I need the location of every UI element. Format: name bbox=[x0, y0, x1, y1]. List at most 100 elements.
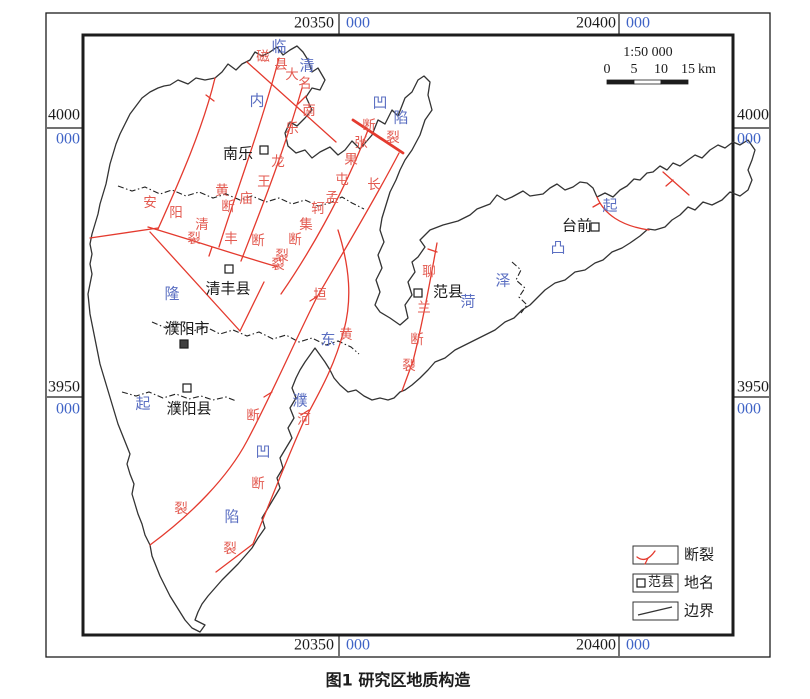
fault-char-duan-3: 断 bbox=[251, 233, 265, 248]
grid-top-20350-000: 000 bbox=[346, 15, 370, 32]
region-char-xian-1: 陷 bbox=[393, 109, 408, 126]
place-name: 清丰县 bbox=[205, 280, 250, 297]
fault-char-lie-6: 裂 bbox=[174, 501, 188, 516]
fault-char-nan: 南 bbox=[302, 103, 316, 118]
scale-tick-15: 15 bbox=[681, 62, 695, 77]
outer-frame bbox=[45, 12, 771, 658]
legend-boundary-symbol bbox=[637, 606, 673, 616]
fault-char-yuan: 垣 bbox=[313, 287, 327, 302]
fault-char-duan-7: 断 bbox=[410, 332, 424, 347]
place-square bbox=[413, 288, 423, 298]
place-name: 台前 bbox=[562, 217, 592, 234]
place-name: 范县 bbox=[433, 283, 463, 300]
fault-char-huang-2: 黄 bbox=[339, 327, 353, 342]
fault-line-zhangguotun-mengkeji bbox=[280, 129, 369, 295]
scale-tick-0: 0 bbox=[604, 62, 611, 77]
grid-left-3950-000: 000 bbox=[56, 401, 80, 418]
region-char-he: 菏 bbox=[460, 293, 475, 310]
fault-char-long: 龙 bbox=[271, 154, 285, 169]
region-char-long: 隆 bbox=[164, 285, 179, 302]
fault-char-duan-2: 断 bbox=[221, 199, 235, 214]
fault-char-an: 安 bbox=[143, 195, 157, 210]
fault-char-lie-1: 裂 bbox=[386, 130, 400, 145]
legend-fault-box bbox=[632, 545, 679, 565]
fault-char-meng: 孟 bbox=[325, 190, 339, 205]
scale-bar bbox=[606, 79, 689, 85]
fault-char-chang: 长 bbox=[367, 177, 381, 192]
fault-char-lan: 兰 bbox=[417, 300, 431, 315]
fault-line-cixian-daming bbox=[246, 61, 337, 143]
place-name: 濮阳县 bbox=[166, 400, 211, 417]
region-char-lin: 临 bbox=[271, 38, 286, 55]
region-char-ze: 泽 bbox=[495, 272, 510, 289]
grid-bottom-20400: 20400 bbox=[576, 637, 616, 654]
grid-left-4000-000: 000 bbox=[56, 131, 80, 148]
place-square bbox=[182, 383, 192, 393]
region-char-dong: 东 bbox=[320, 331, 335, 348]
region-char-ao-1: 凹 bbox=[372, 95, 387, 111]
fault-char-guo: 果 bbox=[344, 152, 358, 167]
fault-char-qing: 清 bbox=[195, 217, 209, 232]
legend-boundary-label: 边界 bbox=[684, 602, 714, 619]
fault-line-arm-arc bbox=[596, 196, 650, 231]
grid-top-20400-000: 000 bbox=[626, 15, 650, 32]
scale-unit: km bbox=[698, 62, 716, 77]
region-char-qi-2: 起 bbox=[602, 197, 617, 214]
fault-char-yang: 阳 bbox=[169, 205, 183, 220]
fault-char-duan-5: 断 bbox=[251, 476, 265, 491]
grid-top-20350: 20350 bbox=[294, 15, 334, 32]
grid-left-4000: 4000 bbox=[48, 107, 80, 124]
fault-line-huangduan bbox=[218, 57, 280, 248]
fault-line-changyuan-long bbox=[149, 152, 400, 546]
legend bbox=[632, 545, 679, 621]
region-char-nei: 内 bbox=[249, 92, 264, 109]
dashdot-lines bbox=[117, 185, 528, 402]
dashdot-line-east bbox=[511, 261, 528, 314]
fault-char-he: 河 bbox=[297, 412, 311, 427]
fault-char-ji: 集 bbox=[299, 217, 313, 232]
fault-char-liao: 聊 bbox=[422, 264, 436, 279]
fault-line-anyang-north bbox=[157, 77, 216, 230]
fault-char-ke: 轲 bbox=[311, 201, 325, 216]
fault-line-bold-segment bbox=[351, 118, 405, 155]
grid-ticks bbox=[47, 14, 769, 656]
fault-line-qingfeng bbox=[147, 226, 279, 268]
dashdot-line-middle bbox=[151, 321, 360, 355]
grid-bottom-20400-000: 000 bbox=[626, 637, 650, 654]
legend-place-sample: 范县 bbox=[648, 574, 674, 589]
fault-char-miao: 庙 bbox=[239, 191, 253, 206]
fault-char-lie-2: 裂 bbox=[187, 231, 201, 246]
fault-tick-marks bbox=[205, 94, 674, 416]
fault-char-duan-6: 断 bbox=[246, 408, 260, 423]
fault-char-tun: 屯 bbox=[335, 172, 349, 187]
fault-line-huanghe-long bbox=[215, 229, 350, 573]
map-labels: 20350 000 20400 000 20350 000 20400 000 4000 000 3… bbox=[48, 15, 769, 690]
region-char-pu: 濮 bbox=[292, 392, 307, 409]
fault-char-le: 乐 bbox=[285, 121, 299, 136]
legend-fault-label: 断裂 bbox=[684, 546, 714, 563]
place-square bbox=[590, 222, 600, 232]
boundary-line bbox=[87, 45, 756, 633]
place-square bbox=[179, 339, 189, 349]
fault-line-nanle-longwangmiao bbox=[240, 87, 303, 262]
fault-line-arm-short bbox=[662, 171, 690, 196]
place-square bbox=[224, 264, 234, 274]
fault-char-lie-3: 裂 bbox=[271, 257, 285, 272]
scale-tick-5: 5 bbox=[631, 62, 638, 77]
legend-place-label: 地名 bbox=[684, 574, 714, 591]
grid-right-4000: 4000 bbox=[737, 107, 769, 124]
grid-right-3950-000: 000 bbox=[737, 401, 761, 418]
fault-char-duan-1: 断 bbox=[362, 118, 376, 133]
legend-fault-tick bbox=[644, 557, 649, 565]
fault-char-huang-1: 黄 bbox=[215, 183, 229, 198]
dashdot-line-north bbox=[117, 185, 365, 210]
scale-ratio: 1:50 000 bbox=[623, 45, 672, 60]
fault-char-xian: 县 bbox=[274, 57, 288, 72]
legend-place-square bbox=[636, 578, 646, 588]
dashdot-line-south bbox=[121, 391, 237, 402]
fault-char-lie-7: 裂 bbox=[402, 358, 416, 373]
grid-top-20400: 20400 bbox=[576, 15, 616, 32]
place-square bbox=[259, 145, 269, 155]
grid-bottom-20350: 20350 bbox=[294, 637, 334, 654]
